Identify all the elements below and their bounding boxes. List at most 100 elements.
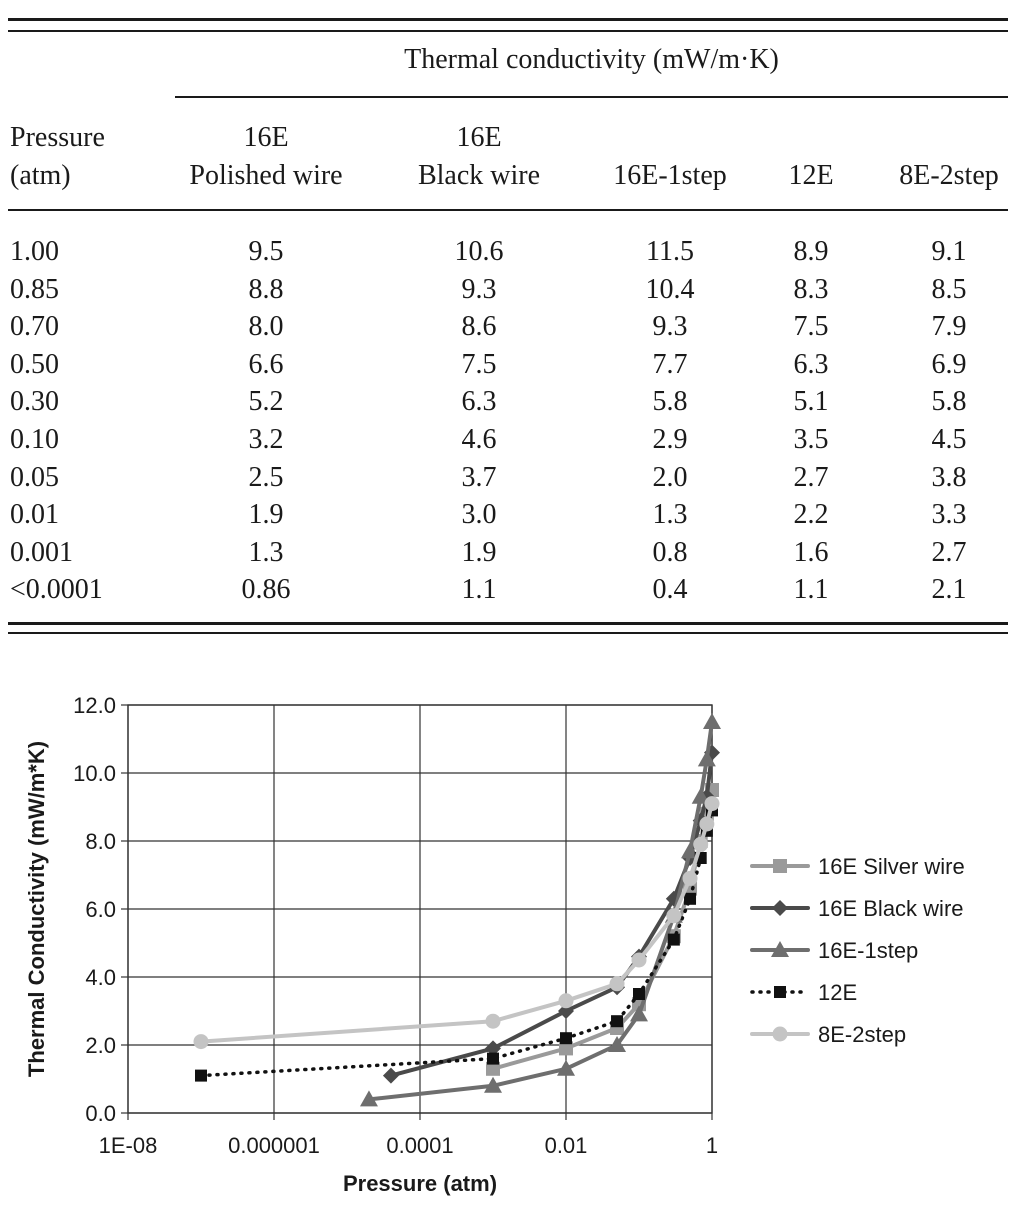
x-tick-label: 0.01 — [545, 1133, 588, 1158]
conductivity-cell: 2.7 — [931, 536, 967, 568]
legend-label: 12E — [818, 980, 857, 1005]
conductivity-cell: 2.2 — [793, 499, 829, 531]
conductivity-cell: 10.4 — [645, 273, 695, 305]
series-group — [193, 713, 721, 1107]
data-point — [684, 892, 697, 905]
pressure-cell: 0.05 — [10, 461, 59, 493]
data-point — [485, 1013, 501, 1029]
series-line — [199, 808, 714, 1078]
conductivity-cell: 2.0 — [652, 461, 688, 493]
conductivity-cell: 2.5 — [248, 461, 284, 493]
conductivity-cell: 6.6 — [248, 348, 284, 380]
conductivity-cell: 11.5 — [646, 236, 694, 267]
conductivity-cell: 7.5 — [793, 311, 829, 343]
conductivity-cell: 8.0 — [248, 311, 284, 343]
column-header-2-line1: 16E — [243, 122, 289, 153]
data-point — [699, 816, 715, 832]
data-point — [558, 993, 574, 1009]
data-point — [681, 842, 700, 859]
thermal-conductivity-chart: 0.0 2.0 4.0 6.0 8.0 10.0 12.0 1E-08 0.000001 0.00… — [24, 693, 965, 1196]
conductivity-cell: 7.5 — [461, 348, 497, 380]
y-tick-label: 6.0 — [85, 897, 116, 922]
pressure-cell: <0.0001 — [10, 574, 103, 606]
column-header-2-line2: Polished wire — [189, 160, 343, 191]
conductivity-cell: 5.1 — [793, 386, 829, 418]
conductivity-cell: 6.3 — [793, 348, 829, 380]
plot-border — [127, 704, 713, 1114]
pressure-cell: 0.01 — [10, 499, 59, 531]
axes — [121, 704, 713, 1120]
pressure-cell: 0.001 — [10, 536, 73, 568]
header-bottom-rule — [8, 209, 1008, 211]
conductivity-cell: 7.9 — [931, 311, 967, 343]
x-tick-label: 1E-08 — [99, 1133, 158, 1158]
conductivity-cell: 9.5 — [248, 236, 284, 267]
conductivity-cell: 5.8 — [652, 386, 688, 418]
conductivity-cell: 9.1 — [931, 236, 967, 267]
conductivity-cell: 10.6 — [454, 236, 504, 267]
legend-label: 16E-1step — [818, 938, 918, 963]
conductivity-cell: 1.9 — [461, 536, 497, 568]
conductivity-cell: 9.3 — [461, 273, 497, 305]
data-point — [611, 1015, 624, 1028]
legend-label: 8E-2step — [818, 1022, 906, 1047]
data-point — [633, 988, 645, 1000]
data-point — [485, 1040, 501, 1057]
conductivity-cell: 0.86 — [241, 574, 291, 606]
y-tick-label: 2.0 — [85, 1033, 116, 1058]
data-point — [691, 787, 710, 804]
conductivity-cell: 8.9 — [793, 236, 829, 267]
pressure-cell: 0.85 — [10, 273, 59, 305]
conductivity-cell: 4.5 — [931, 424, 967, 455]
y-axis-label: Thermal Conductivity (mW/m*K) — [24, 741, 49, 1077]
conductivity-cell: 3.5 — [793, 424, 829, 455]
legend-marker — [771, 941, 789, 957]
bottom-rule-2 — [8, 632, 1008, 634]
data-point — [486, 1061, 500, 1076]
data-point — [382, 1067, 399, 1084]
legend-marker — [772, 900, 788, 916]
pressure-cell: 0.50 — [10, 348, 59, 380]
conductivity-cell: 6.9 — [931, 348, 967, 380]
data-point — [487, 1052, 499, 1065]
conductivity-cell: 1.3 — [248, 536, 284, 568]
x-axis-label: Pressure (atm) — [343, 1171, 497, 1196]
legend-marker — [772, 1026, 788, 1042]
pressure-cell: 0.70 — [10, 311, 59, 343]
conductivity-cell: 5.2 — [248, 386, 284, 418]
data-point — [630, 1005, 648, 1022]
series-line — [389, 750, 714, 1078]
legend: 16E Silver wire 16E Black wire 16E-1step 12… — [750, 854, 965, 1047]
y-tick-label: 10.0 — [73, 761, 116, 786]
data-point — [697, 750, 716, 767]
legend-label: 16E Silver wire — [818, 854, 965, 879]
column-header-1-line2: (atm) — [10, 160, 71, 191]
conductivity-cell: 7.7 — [652, 348, 688, 380]
group-header-rule — [175, 96, 1008, 98]
data-point — [560, 1032, 572, 1045]
column-header-3-line1: 16E — [456, 122, 502, 153]
legend-marker — [773, 859, 787, 873]
data-point — [704, 796, 720, 812]
legend-marker — [774, 986, 786, 998]
y-tick-label: 8.0 — [85, 829, 116, 854]
column-header-5-line2: 12E — [788, 160, 834, 191]
data-point — [559, 1041, 573, 1056]
data-point — [608, 1036, 627, 1052]
conductivity-cell: 3.3 — [931, 499, 967, 531]
conductivity-cell: 0.8 — [652, 536, 688, 568]
conductivity-cell: 8.6 — [461, 311, 497, 343]
x-tick-label: 0.000001 — [228, 1133, 320, 1158]
conductivity-cell: 3.7 — [461, 461, 497, 493]
data-point — [693, 836, 709, 852]
data-point — [359, 1090, 378, 1107]
pressure-cell: 0.10 — [10, 424, 59, 455]
legend-label: 16E Black wire — [818, 896, 964, 921]
bottom-rule-1 — [8, 622, 1008, 625]
data-point — [667, 933, 680, 946]
tick-labels: 0.0 2.0 4.0 6.0 8.0 10.0 12.0 1E-08 0.000001 0.00… — [73, 693, 718, 1158]
conductivity-cell: 8.5 — [931, 273, 967, 305]
data-point — [557, 1059, 575, 1076]
conductivity-cell: 1.6 — [793, 536, 829, 568]
data-point — [631, 952, 647, 968]
